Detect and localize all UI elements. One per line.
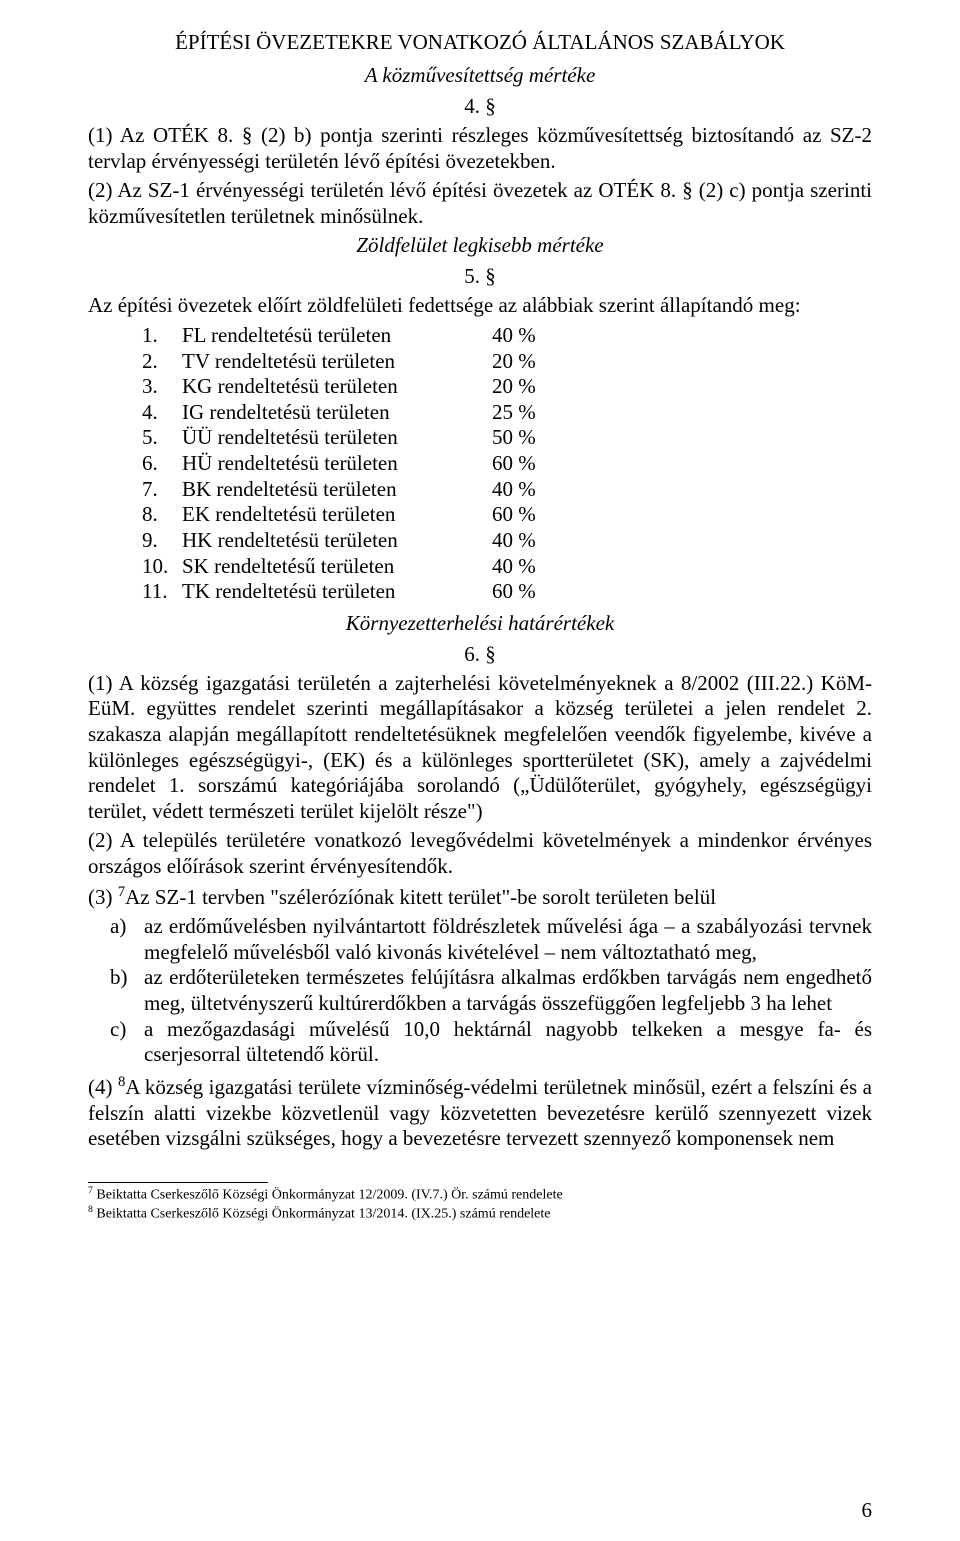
list-item-value: 60 % <box>492 579 562 605</box>
zone-list: 1. FL rendeltetésü területen 40 % 2. TV … <box>88 323 872 605</box>
list-item-number: 11. <box>88 579 182 605</box>
list-item-label: BK rendeltetésü területen <box>182 477 492 503</box>
list-item-number: 2. <box>88 349 182 375</box>
letter-item-b: b) az erdőterületeken természetes felújí… <box>88 965 872 1016</box>
section-4-number: 4. § <box>88 94 872 119</box>
list-item-label: TK rendeltetésü területen <box>182 579 492 605</box>
list-item: 5. ÜÜ rendeltetésü területen 50 % <box>88 425 872 451</box>
document-page: ÉPÍTÉSI ÖVEZETEKRE VONATKOZÓ ÁLTALÁNOS S… <box>0 0 960 1541</box>
letter-mark: c) <box>88 1017 144 1068</box>
list-item-label: KG rendeltetésü területen <box>182 374 492 400</box>
list-item: 9. HK rendeltetésü területen 40 % <box>88 528 872 554</box>
section-6-number: 6. § <box>88 642 872 667</box>
para-body: Az SZ-1 tervben "szélerózíónak kitett te… <box>125 885 716 909</box>
subtitle-2: Zöldfelület legkisebb mértéke <box>88 233 872 258</box>
list-item-label: TV rendeltetésü területen <box>182 349 492 375</box>
footnote-text: Beiktatta Cserkeszőlő Községi Önkormányz… <box>93 1207 551 1222</box>
list-item-number: 7. <box>88 477 182 503</box>
footnote-7: 7 Beiktatta Cserkeszőlő Községi Önkormán… <box>88 1185 872 1204</box>
para-prefix: (3) <box>88 885 118 909</box>
list-item-value: 60 % <box>492 451 562 477</box>
list-item-value: 40 % <box>492 323 562 349</box>
list-item-number: 5. <box>88 425 182 451</box>
section-5-number: 5. § <box>88 264 872 289</box>
list-item-label: EK rendeltetésü területen <box>182 502 492 528</box>
paragraph-6-3-lead: (3) 7Az SZ-1 tervben "szélerózíónak kite… <box>88 884 872 911</box>
list-item: 7. BK rendeltetésü területen 40 % <box>88 477 872 503</box>
list-item-label: IG rendeltetésü területen <box>182 400 492 426</box>
paragraph-6-4: (4) 8A község igazgatási területe vízmin… <box>88 1074 872 1152</box>
list-item-value: 20 % <box>492 349 562 375</box>
list-item-label: HK rendeltetésü területen <box>182 528 492 554</box>
list-item-number: 1. <box>88 323 182 349</box>
list-item: 1. FL rendeltetésü területen 40 % <box>88 323 872 349</box>
para-body: A község igazgatási területe vízminőség-… <box>88 1075 872 1150</box>
list-item: 11. TK rendeltetésü területen 60 % <box>88 579 872 605</box>
letter-item-a: a) az erdőművelésben nyilvántartott föld… <box>88 914 872 965</box>
list-item-value: 60 % <box>492 502 562 528</box>
footnote-text: Beiktatta Cserkeszőlő Községi Önkormányz… <box>93 1187 563 1202</box>
letter-body: a mezőgazdasági művelésű 10,0 hektárnál … <box>144 1017 872 1068</box>
list-item-label: ÜÜ rendeltetésü területen <box>182 425 492 451</box>
list-item-number: 4. <box>88 400 182 426</box>
paragraph-4-2: (2) Az SZ-1 érvényességi területén lévő … <box>88 178 872 229</box>
footnote-8: 8 Beiktatta Cserkeszőlő Községi Önkormán… <box>88 1204 872 1223</box>
list-item: 10. SK rendeltetésű területen 40 % <box>88 554 872 580</box>
letter-body: az erdőterületeken természetes felújítás… <box>144 965 872 1016</box>
main-heading: ÉPÍTÉSI ÖVEZETEKRE VONATKOZÓ ÁLTALÁNOS S… <box>88 30 872 55</box>
para-prefix: (4) <box>88 1075 118 1099</box>
list-item: 2. TV rendeltetésü területen 20 % <box>88 349 872 375</box>
page-number: 6 <box>862 1498 873 1523</box>
list-item: 4. IG rendeltetésü területen 25 % <box>88 400 872 426</box>
list-item-number: 9. <box>88 528 182 554</box>
letter-body: az erdőművelésben nyilvántartott földrés… <box>144 914 872 965</box>
list-item-number: 10. <box>88 554 182 580</box>
paragraph-5-intro: Az építési övezetek előírt zöldfelületi … <box>88 293 872 319</box>
list-item-value: 50 % <box>492 425 562 451</box>
list-item-value: 40 % <box>492 477 562 503</box>
letter-mark: a) <box>88 914 144 965</box>
list-item: 6. HÜ rendeltetésü területen 60 % <box>88 451 872 477</box>
list-item-value: 40 % <box>492 554 562 580</box>
list-item-number: 8. <box>88 502 182 528</box>
letter-item-c: c) a mezőgazdasági művelésű 10,0 hektárn… <box>88 1017 872 1068</box>
list-item: 8. EK rendeltetésü területen 60 % <box>88 502 872 528</box>
list-item-label: HÜ rendeltetésü területen <box>182 451 492 477</box>
subtitle-1: A közművesítettség mértéke <box>88 63 872 88</box>
paragraph-6-1: (1) A község igazgatási területén a zajt… <box>88 671 872 825</box>
list-item-value: 20 % <box>492 374 562 400</box>
list-item-label: SK rendeltetésű területen <box>182 554 492 580</box>
paragraph-4-1: (1) Az OTÉK 8. § (2) b) pontja szerinti … <box>88 123 872 174</box>
list-item-value: 25 % <box>492 400 562 426</box>
list-item-number: 3. <box>88 374 182 400</box>
list-item-number: 6. <box>88 451 182 477</box>
list-item: 3. KG rendeltetésü területen 20 % <box>88 374 872 400</box>
footnote-ref-7: 7 <box>118 884 125 900</box>
footnote-separator <box>88 1182 268 1183</box>
letter-mark: b) <box>88 965 144 1016</box>
subtitle-3: Környezetterhelési határértékek <box>88 611 872 636</box>
list-item-label: FL rendeltetésü területen <box>182 323 492 349</box>
list-item-value: 40 % <box>492 528 562 554</box>
paragraph-6-2: (2) A település területére vonatkozó lev… <box>88 828 872 879</box>
